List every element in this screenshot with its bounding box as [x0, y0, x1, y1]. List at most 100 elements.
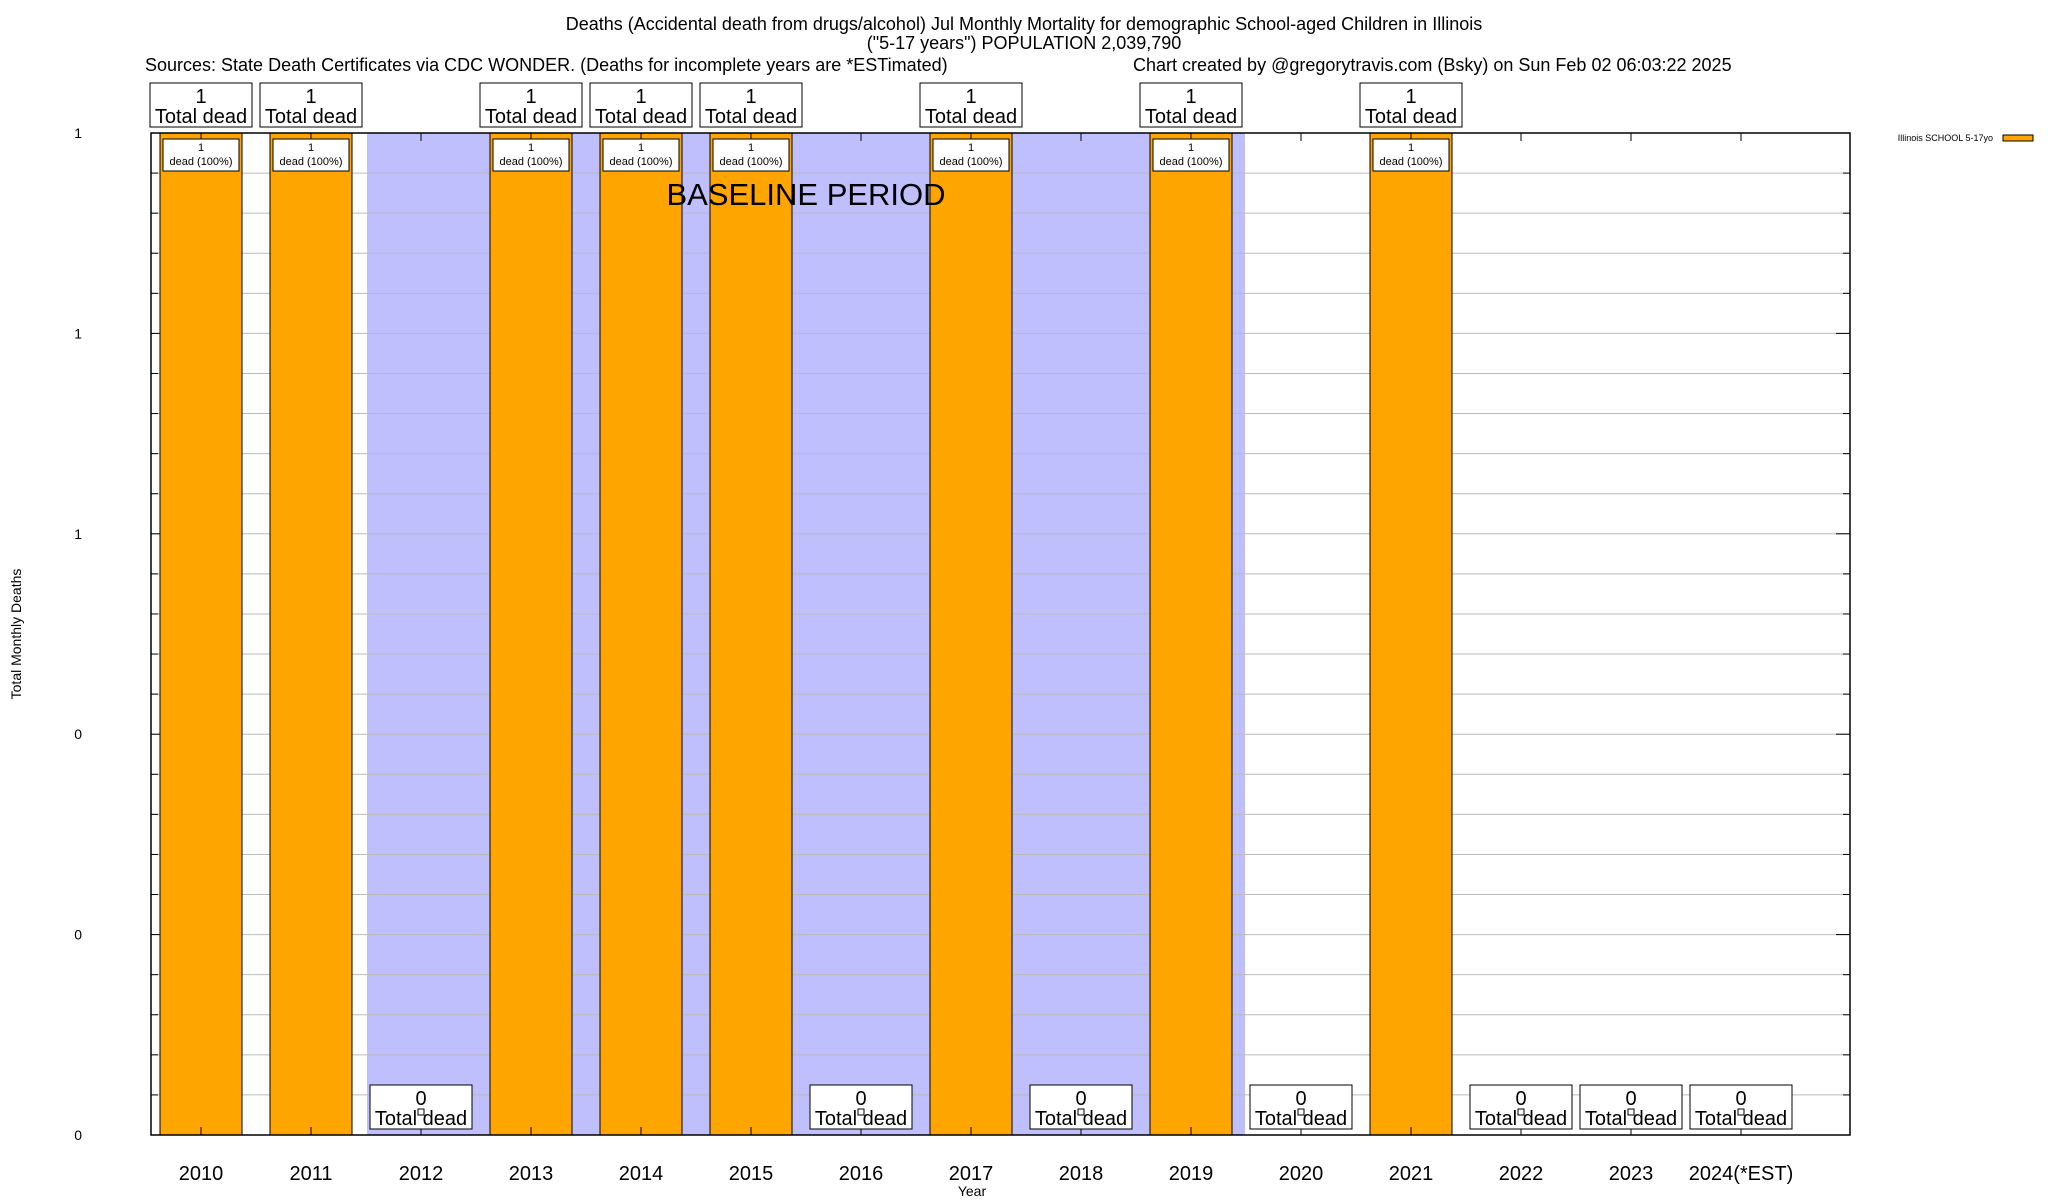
bar-value-label-count: 1 [308, 142, 314, 154]
plot-border [150, 132, 1851, 1136]
bar-value-label-count: 1 [528, 142, 534, 154]
bar-value-label-count: 1 [1188, 142, 1194, 154]
bar-2015 [709, 132, 793, 1136]
x-tick-label: 2014 [619, 1163, 664, 1185]
total-label-text: Total dead [815, 1108, 907, 1130]
total-label-count: 0 [415, 1088, 426, 1110]
x-axis-label: Year [958, 1183, 987, 1199]
total-label-count: 0 [855, 1088, 866, 1110]
zero-marker [1627, 1108, 1635, 1116]
total-label-count: 1 [1185, 86, 1196, 108]
total-label-box [919, 82, 1023, 128]
bar-value-label-count: 1 [968, 142, 974, 154]
bar-2019 [1149, 132, 1233, 1136]
x-tick-label: 2018 [1059, 1163, 1104, 1185]
x-tick-label: 2011 [289, 1163, 332, 1185]
bar-2021 [1369, 132, 1453, 1136]
bar-2017 [929, 132, 1013, 1136]
total-label-text: Total dead [1145, 106, 1237, 128]
total-label-text: Total dead [595, 106, 687, 128]
total-label-count: 1 [635, 86, 646, 108]
zero-marker [857, 1108, 865, 1116]
y-tick-label: 1 [74, 325, 82, 341]
total-label-text: Total dead [1695, 1108, 1787, 1130]
chart-credit: Chart created by @gregorytravis.com (Bsk… [1133, 55, 1732, 75]
bar-value-label-percent: dead (100%) [280, 156, 343, 168]
bar-value-label-box [932, 138, 1010, 172]
bar-value-label-box [162, 138, 240, 172]
bar-value-label-box [492, 138, 570, 172]
y-tick-label: 1 [74, 526, 82, 542]
y-tick-label: 0 [74, 726, 82, 742]
bar-value-label-percent: dead (100%) [940, 156, 1003, 168]
total-label-box [1359, 82, 1463, 128]
total-label-box [1469, 1084, 1573, 1130]
total-label-text: Total dead [155, 106, 247, 128]
total-label-text: Total dead [1365, 106, 1457, 128]
bar-value-label-percent: dead (100%) [500, 156, 563, 168]
total-label-text: Total dead [925, 106, 1017, 128]
total-label-count: 0 [1735, 1088, 1746, 1110]
bar-value-label-percent: dead (100%) [720, 156, 783, 168]
bar-value-label-count: 1 [748, 142, 754, 154]
bar-value-label-count: 1 [1408, 142, 1414, 154]
x-tick-label: 2016 [839, 1163, 884, 1185]
total-label-text: Total dead [705, 106, 797, 128]
total-label-count: 0 [1075, 1088, 1086, 1110]
total-label-text: Total dead [1475, 1108, 1567, 1130]
y-tick-label: 0 [74, 927, 82, 943]
zero-marker [417, 1108, 425, 1116]
y-tick-label: 0 [74, 1127, 82, 1143]
total-label-text: Total dead [375, 1108, 467, 1130]
total-label-box [809, 1084, 913, 1130]
total-label-box [479, 82, 583, 128]
y-tick-label: 1 [74, 125, 82, 141]
x-tick-label: 2012 [399, 1163, 444, 1185]
total-label-box [1029, 1084, 1133, 1130]
total-label-count: 1 [195, 86, 206, 108]
bar-value-label-percent: dead (100%) [170, 156, 233, 168]
total-label-count: 0 [1515, 1088, 1526, 1110]
total-label-count: 1 [1405, 86, 1416, 108]
bar-value-label-box [712, 138, 790, 172]
bar-2014 [599, 132, 683, 1136]
total-label-text: Total dead [1255, 1108, 1347, 1130]
bar-value-label-percent: dead (100%) [610, 156, 673, 168]
total-label-count: 0 [1625, 1088, 1636, 1110]
total-label-box [149, 82, 253, 128]
x-tick-label: 2021 [1389, 1163, 1434, 1185]
total-label-count: 1 [965, 86, 976, 108]
x-tick-label: 2013 [509, 1163, 554, 1185]
x-tick-label: 2022 [1499, 1163, 1544, 1185]
zero-marker [1077, 1108, 1085, 1116]
chart-subtitle: ("5-17 years") POPULATION 2,039,790 [866, 33, 1182, 53]
y-axis-label: Total Monthly Deaths [8, 569, 24, 700]
total-label-box [699, 82, 803, 128]
bar-value-label-box [602, 138, 680, 172]
bar-value-label-count: 1 [638, 142, 644, 154]
total-label-text: Total dead [1585, 1108, 1677, 1130]
bar-2010 [159, 132, 243, 1136]
legend-label: Illinois SCHOOL 5-17yo [1898, 133, 1993, 143]
total-label-box [259, 82, 363, 128]
total-label-count: 1 [525, 86, 536, 108]
x-tick-label: 2010 [179, 1163, 224, 1185]
total-label-box [1249, 1084, 1353, 1130]
total-label-text: Total dead [485, 106, 577, 128]
chart-title: Deaths (Accidental death from drugs/alco… [565, 14, 1483, 34]
bar-value-label-percent: dead (100%) [1380, 156, 1443, 168]
total-label-count: 0 [1295, 1088, 1306, 1110]
total-label-box [1579, 1084, 1683, 1130]
bar-value-label-percent: dead (100%) [1160, 156, 1223, 168]
bar-value-label-box [272, 138, 350, 172]
bar-2013 [489, 132, 573, 1136]
zero-marker [1297, 1108, 1305, 1116]
total-label-count: 1 [305, 86, 316, 108]
bar-value-label-box [1372, 138, 1450, 172]
chart-sources: Sources: State Death Certificates via CD… [145, 55, 948, 75]
baseline-period-label: BASELINE PERIOD [666, 177, 945, 212]
zero-marker [1517, 1108, 1525, 1116]
bar-2011 [269, 132, 353, 1136]
bar-value-label-box [1152, 138, 1230, 172]
